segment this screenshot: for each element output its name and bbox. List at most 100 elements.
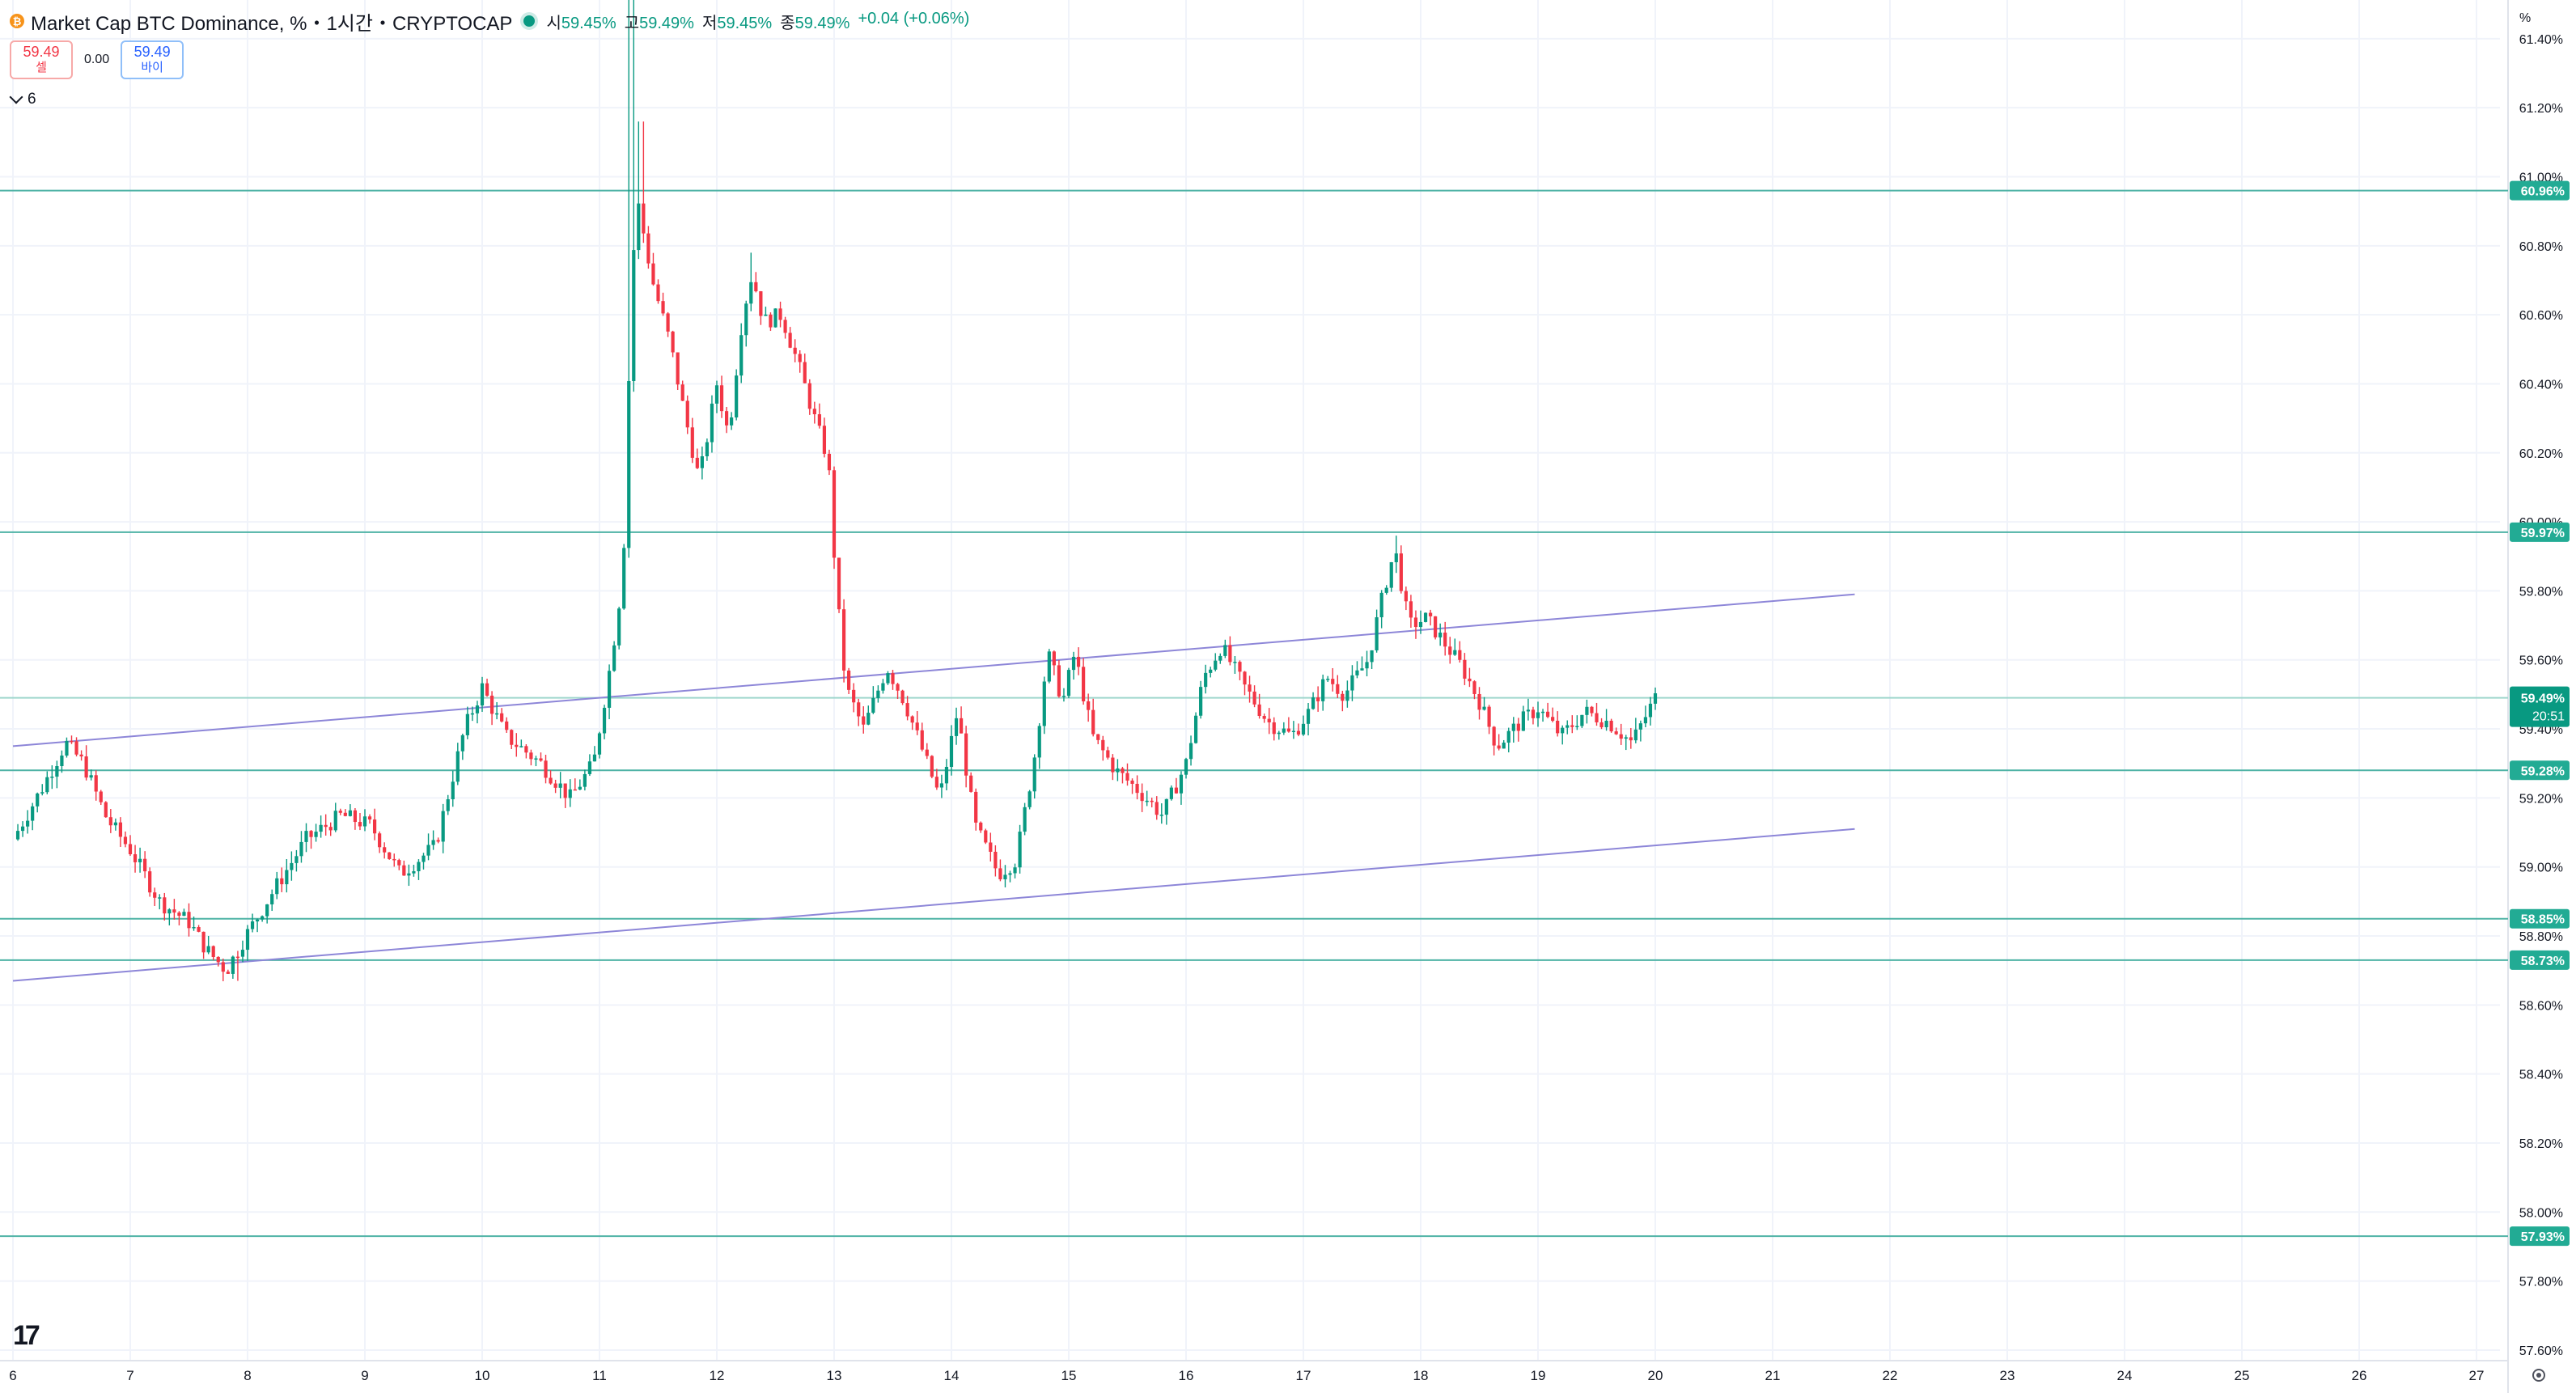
candle-body [969, 775, 973, 792]
candle-body [1516, 723, 1520, 731]
current-price-tag[interactable] [2510, 686, 2570, 727]
indicators-toggle[interactable]: 6 [9, 90, 36, 108]
candle-body [841, 609, 846, 671]
ohlc-legend: 시59.45% 고59.49% 저59.45% 종59.49% +0.04 (+… [546, 10, 969, 33]
candle-body [245, 929, 250, 951]
level-price-tag[interactable] [2510, 180, 2570, 201]
candle-body [270, 894, 274, 904]
candle-body [187, 912, 191, 929]
candle-body [803, 362, 807, 383]
candle-body [451, 781, 455, 800]
candle-body [299, 841, 303, 857]
candle-body [1428, 612, 1433, 616]
buy-button[interactable]: 59.49 바이 [121, 40, 184, 79]
candle-body [36, 793, 40, 807]
ohlc-close-label: 종 [780, 14, 795, 32]
gear-icon[interactable] [2532, 1369, 2545, 1382]
candle-body [26, 820, 30, 827]
trend-line[interactable] [12, 593, 1855, 747]
candle-body [426, 845, 430, 856]
candle-body [915, 722, 919, 730]
candle-body [1355, 670, 1359, 675]
x-tick-label: 9 [361, 1368, 368, 1383]
candle-body [1341, 693, 1345, 701]
symbol-title[interactable]: Market Cap BTC Dominance, %・1시간・CRYPTOCA… [31, 12, 513, 35]
level-price-tag-label: 60.96% [2521, 185, 2565, 199]
level-price-tag[interactable] [2510, 522, 2570, 542]
y-tick-label: 58.00% [2519, 1206, 2563, 1220]
candle-body [1174, 787, 1179, 794]
ohlc-open-value: 59.45% [561, 14, 616, 32]
level-price-tag[interactable] [2510, 1226, 2570, 1247]
candle-body [749, 282, 753, 304]
price-axis-unit[interactable]: % [2519, 11, 2532, 25]
candle-body [1540, 711, 1545, 713]
candle-body [505, 721, 509, 730]
candle-body [583, 773, 587, 787]
candle-body [128, 844, 133, 854]
candle-body [290, 862, 294, 870]
tradingview-logo-icon[interactable]: 17 [13, 1320, 40, 1351]
y-tick-label: 57.80% [2519, 1276, 2563, 1289]
level-price-tag[interactable] [2510, 950, 2570, 970]
candle-body [1580, 714, 1584, 726]
candle-body [1595, 713, 1599, 722]
candle-body [1116, 768, 1120, 773]
candle-body [45, 777, 49, 793]
candle-body [632, 250, 636, 381]
x-tick-label: 19 [1531, 1368, 1546, 1383]
candle-body [1272, 722, 1276, 735]
bitcoin-icon[interactable]: ₿ [10, 14, 24, 28]
candle-body [1502, 743, 1506, 749]
candle-body [876, 690, 880, 698]
candle-body [1096, 734, 1100, 740]
candle-body [994, 851, 998, 869]
x-tick-label: 7 [126, 1368, 133, 1383]
candle-body [1125, 773, 1129, 781]
candle-body [1643, 717, 1648, 724]
candle-body [197, 927, 201, 932]
level-price-tag-label: 57.93% [2521, 1230, 2565, 1244]
candle-body [891, 673, 895, 684]
candle-body [627, 380, 631, 548]
candle-body [1140, 793, 1144, 802]
candle-body [177, 912, 181, 917]
candle-body [1477, 693, 1481, 710]
candle-body [1057, 665, 1061, 696]
x-tick-label: 17 [1296, 1368, 1311, 1383]
candle-body [431, 840, 435, 845]
market-status-icon[interactable] [523, 15, 536, 27]
candle-body [1648, 703, 1653, 718]
candle-body [485, 683, 489, 696]
x-tick-label: 14 [944, 1368, 960, 1383]
candle-body [1458, 650, 1462, 660]
candle-body [211, 946, 215, 957]
ohlc-change: +0.04 (+0.06%) [858, 9, 970, 28]
trend-line[interactable] [12, 828, 1855, 982]
candle-body [1389, 562, 1393, 588]
candle-body [65, 740, 69, 756]
candle-body [1379, 592, 1383, 618]
ohlc-high-value: 59.49% [639, 14, 694, 32]
level-price-tag[interactable] [2510, 760, 2570, 781]
candle-body [1629, 737, 1633, 741]
candle-body [275, 878, 279, 895]
level-price-tag[interactable] [2510, 908, 2570, 929]
sell-button[interactable]: 59.49 셀 [10, 40, 73, 79]
candle-body [40, 792, 44, 794]
candle-body [910, 716, 914, 723]
candle-body [1492, 726, 1496, 746]
candle-body [383, 847, 387, 853]
candle-body [862, 716, 866, 725]
candle-body [730, 417, 734, 426]
candle-body [769, 314, 773, 328]
x-tick-label: 8 [244, 1368, 251, 1383]
candle-body [1638, 723, 1642, 730]
y-tick-label: 61.40% [2519, 33, 2563, 47]
candle-body [573, 789, 577, 791]
candle-body [607, 671, 612, 708]
candle-body [94, 775, 98, 792]
buy-label: 바이 [141, 61, 163, 74]
candle-body [1111, 757, 1115, 773]
